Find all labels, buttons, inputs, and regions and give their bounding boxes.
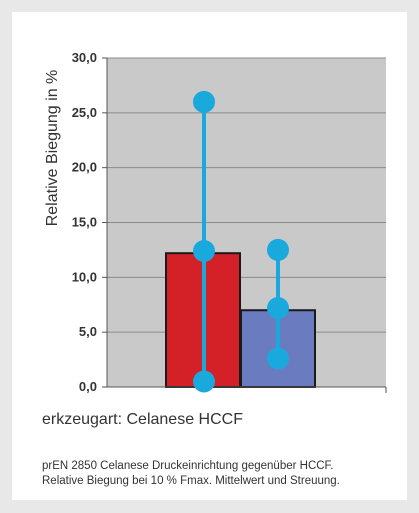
caption-value: Celanese HCCF — [126, 411, 243, 428]
y-tick-label: 20,0 — [72, 160, 97, 175]
y-tick-label: 30,0 — [72, 50, 97, 65]
chart-caption: erkzeugart: Celanese HCCF — [42, 411, 243, 429]
footnote-line-2: Relative Biegung bei 10 % Fmax. Mittelwe… — [42, 475, 340, 487]
spread-point-min — [193, 370, 215, 393]
bar-chart: 0,0 5,0 10,0 15,0 20,0 25,0 30,0 Relative Bieg… — [44, 50, 387, 394]
y-tick-label: 25,0 — [72, 105, 97, 120]
spread-point-max — [193, 90, 215, 113]
spread-point-mean — [267, 297, 289, 320]
y-tick-label: 15,0 — [72, 215, 97, 230]
spread-point-mean — [193, 240, 215, 263]
y-axis-label: Relative Biegung in % — [44, 70, 61, 227]
footnote-line-1: prEN 2850 Celanese Druckeinrichtung gege… — [42, 460, 334, 472]
caption-prefix: erkzeugart: — [42, 411, 123, 428]
y-axis: 0,0 5,0 10,0 15,0 20,0 25,0 30,0 — [72, 50, 108, 394]
y-tick-label: 10,0 — [72, 269, 97, 284]
y-tick-label: 5,0 — [79, 324, 97, 339]
x-axis — [107, 386, 387, 393]
spread-markers — [193, 90, 289, 393]
y-tick-label: 0,0 — [79, 379, 97, 394]
spread-point-max — [267, 238, 289, 261]
footnote: prEN 2850 Celanese Druckeinrichtung gege… — [42, 459, 392, 489]
spread-point-min — [267, 347, 289, 370]
